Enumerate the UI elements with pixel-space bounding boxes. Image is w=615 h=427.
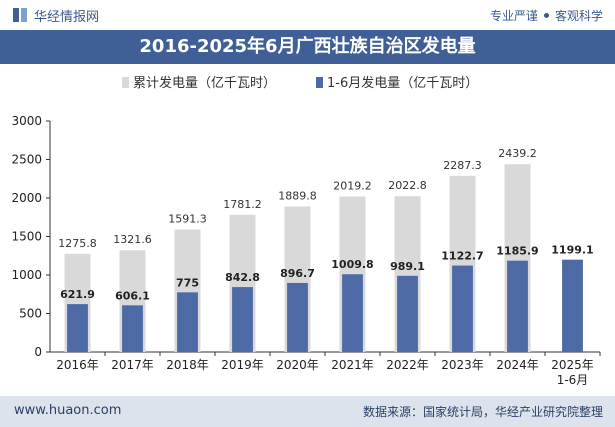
y-tick-label: 1000 xyxy=(11,268,42,282)
chart-title: 2016-2025年6月广西壮族自治区发电量 xyxy=(0,30,615,64)
data-label-cumulative: 2287.3 xyxy=(443,159,482,172)
x-tick-label: 2016年 xyxy=(56,358,99,372)
bar-monthly xyxy=(67,304,88,352)
x-tick-label: 1-6月 xyxy=(557,373,589,387)
bar-monthly xyxy=(562,259,583,352)
legend-swatch-cumulative xyxy=(122,77,129,88)
data-label-monthly: 1009.8 xyxy=(331,258,373,271)
slogan: 专业严谨 客观科学 xyxy=(490,7,603,24)
data-label-cumulative: 1781.2 xyxy=(223,198,262,211)
data-label-cumulative: 2019.2 xyxy=(333,180,372,193)
bar-monthly xyxy=(177,292,198,352)
data-label-monthly: 1199.1 xyxy=(551,244,593,257)
bar-monthly xyxy=(397,275,418,352)
legend-label-monthly: 1-6月发电量（亿千瓦时） xyxy=(327,75,478,91)
slogan-right: 客观科学 xyxy=(554,9,603,23)
footer-source: 数据来源：国家统计局，华经产业研究院整理 xyxy=(362,405,603,419)
footer-bar: www.huaon.com 数据来源：国家统计局，华经产业研究院整理 xyxy=(0,396,615,427)
x-tick-label: 2023年 xyxy=(441,358,484,372)
y-tick-label: 500 xyxy=(19,307,42,321)
data-label-monthly: 606.1 xyxy=(115,289,150,302)
bar-monthly xyxy=(287,282,308,352)
x-tick-label: 2021年 xyxy=(331,358,374,372)
x-tick-label: 2025年 xyxy=(551,358,594,372)
dot-separator-icon xyxy=(543,13,549,18)
bar-monthly xyxy=(342,274,363,352)
data-label-monthly: 775 xyxy=(176,276,199,289)
chart-svg: 累计发电量（亿千瓦时） 1-6月发电量（亿千瓦时） 0 500 1000 1500 2000… xyxy=(11,75,601,387)
bar-monthly xyxy=(452,265,473,352)
footer-url[interactable]: www.huaon.com xyxy=(14,403,122,418)
x-tick-label: 2017年 xyxy=(111,358,154,372)
bar-monthly xyxy=(232,287,253,352)
bar-monthly xyxy=(122,305,143,352)
y-tick-label: 0 xyxy=(34,345,42,359)
data-label-cumulative: 2439.2 xyxy=(498,147,537,160)
x-tick-label: 2020年 xyxy=(276,358,319,372)
header-bar: 华经情报网 专业严谨 客观科学 xyxy=(0,0,615,30)
huajing-logo-icon xyxy=(13,8,27,22)
x-tick-label: 2022年 xyxy=(386,358,429,372)
y-tick-label: 1500 xyxy=(11,230,42,244)
data-label-monthly: 896.7 xyxy=(280,267,315,280)
data-label-cumulative: 1889.8 xyxy=(278,189,317,202)
legend-label-cumulative: 累计发电量（亿千瓦时） xyxy=(133,75,276,91)
data-label-cumulative: 1321.6 xyxy=(113,233,152,246)
x-tick-label: 2019年 xyxy=(221,358,264,372)
data-label-monthly: 621.9 xyxy=(60,288,95,301)
data-label-monthly: 842.8 xyxy=(225,271,260,284)
data-label-cumulative: 1591.3 xyxy=(168,212,207,225)
data-label-monthly: 1185.9 xyxy=(496,245,538,258)
legend-swatch-monthly xyxy=(316,77,323,88)
data-label-cumulative: 1275.8 xyxy=(58,237,97,250)
y-tick-label: 3000 xyxy=(11,114,42,128)
site-name: 华经情报网 xyxy=(34,10,100,25)
data-label-cumulative: 2022.8 xyxy=(388,179,427,192)
x-tick-label: 2018年 xyxy=(166,358,209,372)
bar-monthly xyxy=(507,260,528,352)
data-label-monthly: 1122.7 xyxy=(441,250,483,263)
y-tick-label: 2000 xyxy=(11,191,42,205)
y-tick-label: 2500 xyxy=(11,153,42,167)
slogan-left: 专业严谨 xyxy=(489,9,538,23)
x-tick-label: 2024年 xyxy=(496,358,539,372)
data-label-monthly: 989.1 xyxy=(390,260,425,273)
